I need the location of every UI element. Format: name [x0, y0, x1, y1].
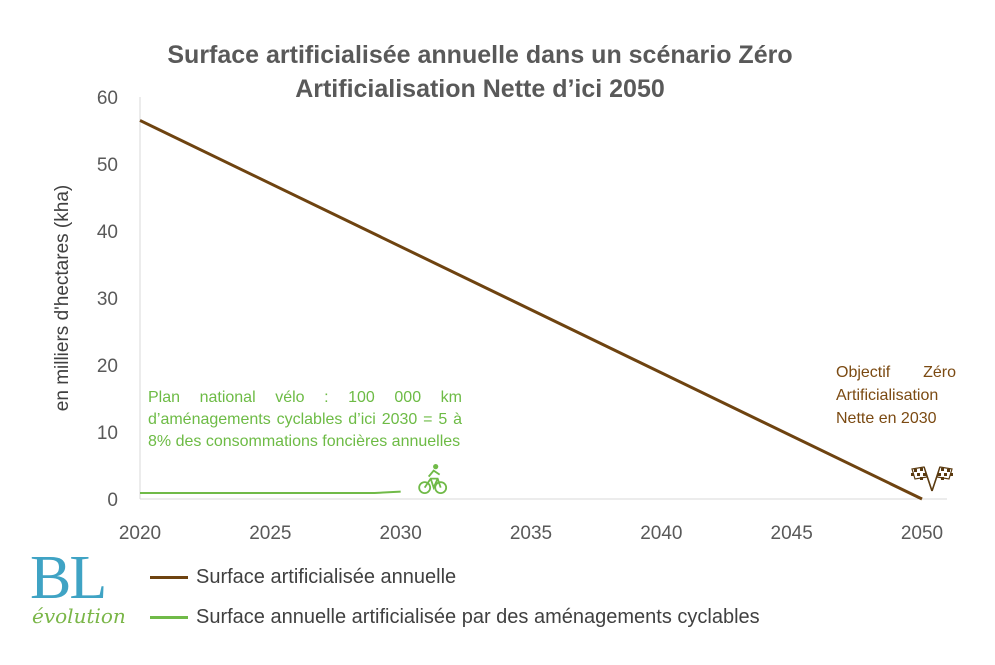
checkered-flags-icon: [911, 466, 953, 492]
annotation-plan-velo: Plan national vélo : 100 000 km d’aménag…: [148, 389, 462, 450]
y-tick-label: 60: [97, 88, 118, 109]
legend-swatch-brown: [150, 576, 188, 580]
chart-title-line-2: Artificialisation Nette d’ici 2050: [295, 75, 665, 103]
y-tick-label: 10: [97, 423, 118, 444]
logo-sub-text: évolution: [32, 604, 126, 628]
y-tick-label: 40: [97, 222, 118, 243]
y-tick-label: 20: [97, 356, 118, 377]
annotation-objectif-line-1: Objectif Zéro: [836, 364, 956, 381]
x-tick-label: 2025: [249, 523, 291, 544]
legend-item-surface-annuelle: Surface artificialisée annuelle: [150, 566, 456, 589]
y-axis-label: en milliers d'hectares (kha): [52, 185, 73, 411]
x-tick-label: 2050: [901, 523, 943, 544]
series-line-0: [139, 119, 923, 501]
annotation-objectif-line-2: Artificialisation: [836, 387, 939, 404]
legend-item-surface-cyclable: Surface annuelle artificialisée par des …: [150, 606, 760, 629]
legend-label: Surface annuelle artificialisée par des …: [196, 606, 760, 628]
x-tick-label: 2030: [380, 523, 422, 544]
bl-evolution-logo: BL évolution: [30, 544, 130, 638]
logo-main-text: BL: [30, 544, 107, 612]
x-tick-label: 2040: [640, 523, 682, 544]
y-tick-label: 30: [97, 289, 118, 310]
y-tick-label: 50: [97, 155, 118, 176]
x-tick-label: 2020: [119, 523, 161, 544]
x-tick-label: 2035: [510, 523, 552, 544]
bicycle-icon: [418, 464, 448, 495]
annotation-objectif-line-3: Nette en 2030: [836, 410, 937, 427]
legend-swatch-green: [150, 616, 188, 620]
x-tick-label: 2045: [771, 523, 813, 544]
legend-label: Surface artificialisée annuelle: [196, 566, 457, 588]
chart-title-line-1: Surface artificialisée annuelle dans un …: [167, 41, 793, 69]
y-tick-label: 0: [107, 490, 118, 511]
annotation-objectif-zan: Objectif Zéro Artificialisation Nette en…: [836, 361, 956, 430]
series-line-1: [140, 490, 401, 494]
